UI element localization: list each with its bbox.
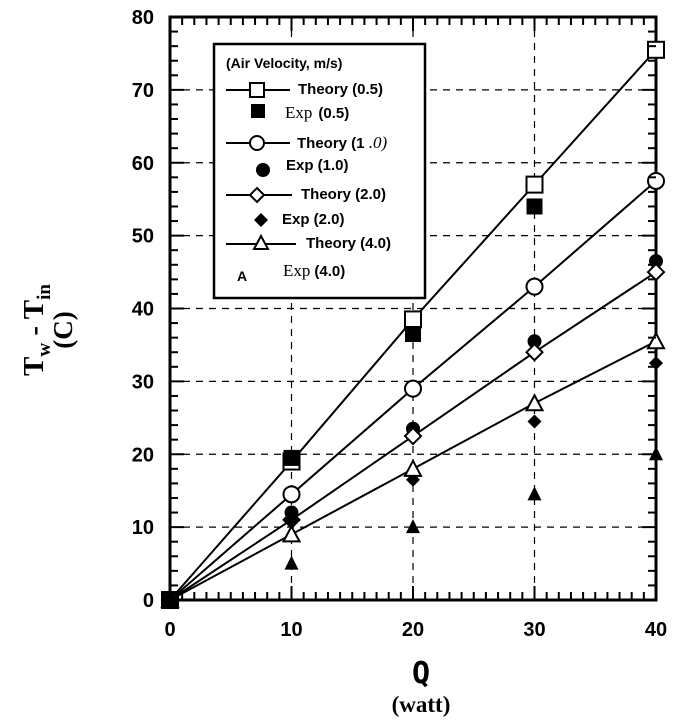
legend-label: Exp (1.0) bbox=[286, 157, 349, 174]
legend: (Air Velocity, m/s) Theory (0.5) Exp (0.5… bbox=[212, 42, 427, 300]
legend-marker-glyph: A bbox=[237, 268, 247, 284]
data-point-5-3 bbox=[527, 414, 542, 429]
data-point-6-4 bbox=[646, 331, 666, 350]
square-open-icon bbox=[249, 82, 265, 98]
x-tick-label: 20 bbox=[402, 619, 424, 641]
data-point-2-3 bbox=[525, 277, 544, 296]
legend-label: Exp (2.0) bbox=[282, 211, 345, 228]
legend-item-theory-1-0: Theory (1 .0) bbox=[226, 133, 388, 152]
data-point-5-4 bbox=[649, 356, 663, 371]
legend-label-tail: .0) bbox=[365, 133, 388, 152]
legend-item-theory-4-0: Theory (4.0) bbox=[226, 233, 391, 252]
y-tick-label: 30 bbox=[132, 371, 154, 393]
y-tick-label: 40 bbox=[132, 299, 154, 321]
diamond-filled-icon bbox=[254, 213, 268, 227]
data-point-7-1 bbox=[284, 555, 299, 570]
circle-open-icon bbox=[249, 135, 265, 151]
data-point-6-1 bbox=[281, 524, 302, 543]
y-axis-title: Tw - Tin (C) bbox=[18, 284, 78, 376]
legend-label: Theory (2.0) bbox=[301, 186, 386, 203]
svg-text:Theory (1 .0): Theory (1 .0) bbox=[297, 133, 388, 152]
y-tick-label: 60 bbox=[132, 153, 154, 175]
data-point-4-3 bbox=[525, 342, 544, 362]
y-tick-label: 0 bbox=[143, 590, 154, 612]
data-point-7-2 bbox=[406, 519, 420, 534]
data-point-1-3 bbox=[526, 198, 543, 215]
legend-item-exp-1-0: Exp (1.0) bbox=[256, 157, 349, 177]
legend-item-exp-4-0: A Exp (4.0) bbox=[237, 261, 345, 284]
x-tick-label: 30 bbox=[523, 619, 545, 641]
data-point-6-3 bbox=[524, 393, 545, 412]
y-tick-label: 80 bbox=[132, 7, 154, 29]
triangle-open-icon bbox=[252, 233, 270, 250]
series-layer bbox=[160, 40, 666, 610]
data-point-1-2 bbox=[405, 326, 421, 343]
legend-label: Theory (0.5) bbox=[298, 81, 383, 98]
legend-label-main: Exp bbox=[283, 261, 310, 280]
data-point-0-4 bbox=[647, 40, 665, 59]
data-point-2-4 bbox=[647, 171, 665, 190]
data-point-5-1 bbox=[284, 512, 299, 527]
legend-item-exp-2-0: Exp (2.0) bbox=[254, 211, 345, 228]
legend-item-exp-0-5: Exp (0.5) bbox=[251, 103, 349, 122]
data-point-4-2 bbox=[403, 426, 423, 446]
ticks-layer: 0 10 20 30 40 0 10 20 30 40 50 60 70 80 bbox=[132, 7, 667, 641]
x-axis-unit: (watt) bbox=[392, 692, 451, 717]
y-axis-unit: (C) bbox=[48, 311, 78, 348]
legend-label-main: Theory (1 bbox=[297, 135, 365, 152]
x-tick-label: 10 bbox=[280, 619, 302, 641]
y-tick-label: 50 bbox=[132, 226, 154, 248]
square-filled-icon bbox=[251, 104, 265, 118]
y-tick-label: 10 bbox=[132, 517, 154, 539]
data-point-1-1 bbox=[283, 449, 300, 466]
data-point-0-3 bbox=[525, 175, 544, 194]
diamond-open-icon bbox=[248, 186, 266, 204]
legend-item-theory-2-0: Theory (2.0) bbox=[226, 186, 386, 204]
data-point-2-2 bbox=[404, 379, 422, 398]
data-point-4-4 bbox=[646, 262, 666, 282]
circle-filled-icon bbox=[256, 163, 270, 177]
y-axis-label-mid: - T bbox=[18, 300, 50, 343]
y-tick-label: 70 bbox=[132, 80, 154, 102]
legend-label: Theory (4.0) bbox=[306, 235, 391, 252]
legend-label-main: Exp bbox=[285, 103, 312, 122]
legend-label-paren: (0.5) bbox=[318, 105, 349, 122]
legend-label-paren: (4.0) bbox=[314, 263, 345, 280]
y-axis-label-sub2: in bbox=[34, 284, 55, 300]
x-tick-label: 0 bbox=[164, 619, 175, 641]
y-tick-label: 20 bbox=[132, 444, 154, 466]
y-axis-label-main: T bbox=[18, 357, 50, 376]
x-tick-label: 40 bbox=[645, 619, 667, 641]
data-point-3-3 bbox=[527, 334, 542, 349]
x-axis-label: Q bbox=[412, 656, 430, 691]
svg-text:Exp(4.0): Exp (4.0) bbox=[283, 261, 345, 280]
data-point-2-1 bbox=[282, 485, 301, 504]
data-point-6-2 bbox=[403, 458, 423, 477]
svg-text:Exp(0.5): Exp (0.5) bbox=[285, 103, 349, 122]
y-axis-label-sub1: w bbox=[34, 343, 55, 357]
legend-item-theory-0-5: Theory (0.5) bbox=[226, 81, 383, 98]
y-axis-label: Tw - Tin bbox=[18, 284, 55, 376]
data-point-7-3 bbox=[527, 486, 542, 501]
legend-title: (Air Velocity, m/s) bbox=[226, 55, 342, 71]
data-point-0-2 bbox=[404, 310, 422, 329]
